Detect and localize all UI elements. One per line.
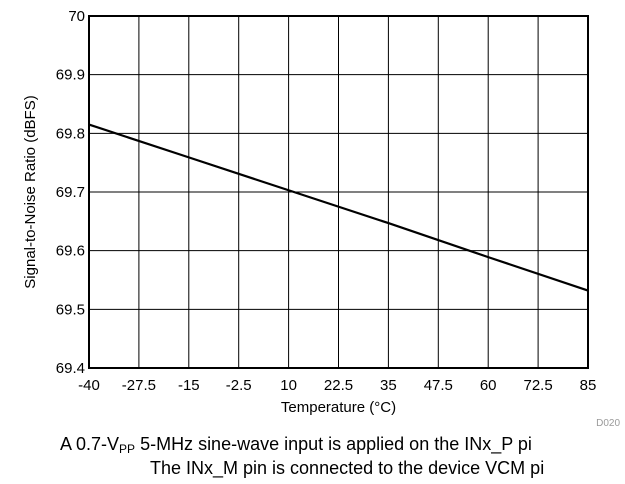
caption-line-1-subscript: PP xyxy=(119,442,136,456)
caption-line-2: The INx_M pin is connected to the device… xyxy=(150,458,545,478)
x-tick-label: -27.5 xyxy=(122,377,156,394)
x-tick-label: -40 xyxy=(78,377,100,394)
y-tick-label: 70 xyxy=(68,8,85,25)
series-line-0 xyxy=(88,123,589,292)
x-tick-label: -2.5 xyxy=(226,377,252,394)
caption-line-1: A 0.7-VPP 5-MHz sine-wave input is appli… xyxy=(60,433,532,460)
y-tick-label: 69.4 xyxy=(56,360,85,377)
x-tick-label: 85 xyxy=(580,377,597,394)
y-tick-labels: 69.4 69.5 69.6 69.7 69.8 69.9 70 xyxy=(56,8,85,377)
caption-line-1-pre: A 0.7-V xyxy=(60,434,120,454)
figure-tag: D020 xyxy=(596,418,620,429)
x-tick-label: 47.5 xyxy=(424,377,453,394)
x-tick-label: -15 xyxy=(178,377,200,394)
caption-line-1-post: 5-MHz sine-wave input is applied on the … xyxy=(135,434,532,454)
x-tick-label: 10 xyxy=(280,377,297,394)
y-axis-label: Signal-to-Noise Ratio (dBFS) xyxy=(22,95,39,288)
data-series xyxy=(88,123,589,292)
plot-frame xyxy=(88,15,589,369)
x-tick-label: 72.5 xyxy=(523,377,552,394)
x-axis-label: Temperature (°C) xyxy=(281,399,396,416)
y-tick-label: 69.7 xyxy=(56,184,85,201)
x-tick-label: 22.5 xyxy=(324,377,353,394)
x-tick-label: 35 xyxy=(380,377,397,394)
snr-vs-temperature-chart: -40 -27.5 -15 -2.5 10 22.5 35 47.5 60 72.5 85 69.4… xyxy=(22,8,620,429)
x-tick-labels: -40 -27.5 -15 -2.5 10 22.5 35 47.5 60 72.5 85 xyxy=(78,377,596,394)
y-tick-label: 69.5 xyxy=(56,301,85,318)
y-tick-label: 69.9 xyxy=(56,67,85,84)
y-tick-label: 69.8 xyxy=(56,125,85,142)
y-tick-label: 69.6 xyxy=(56,243,85,260)
x-tick-label: 60 xyxy=(480,377,497,394)
grid xyxy=(88,15,589,369)
